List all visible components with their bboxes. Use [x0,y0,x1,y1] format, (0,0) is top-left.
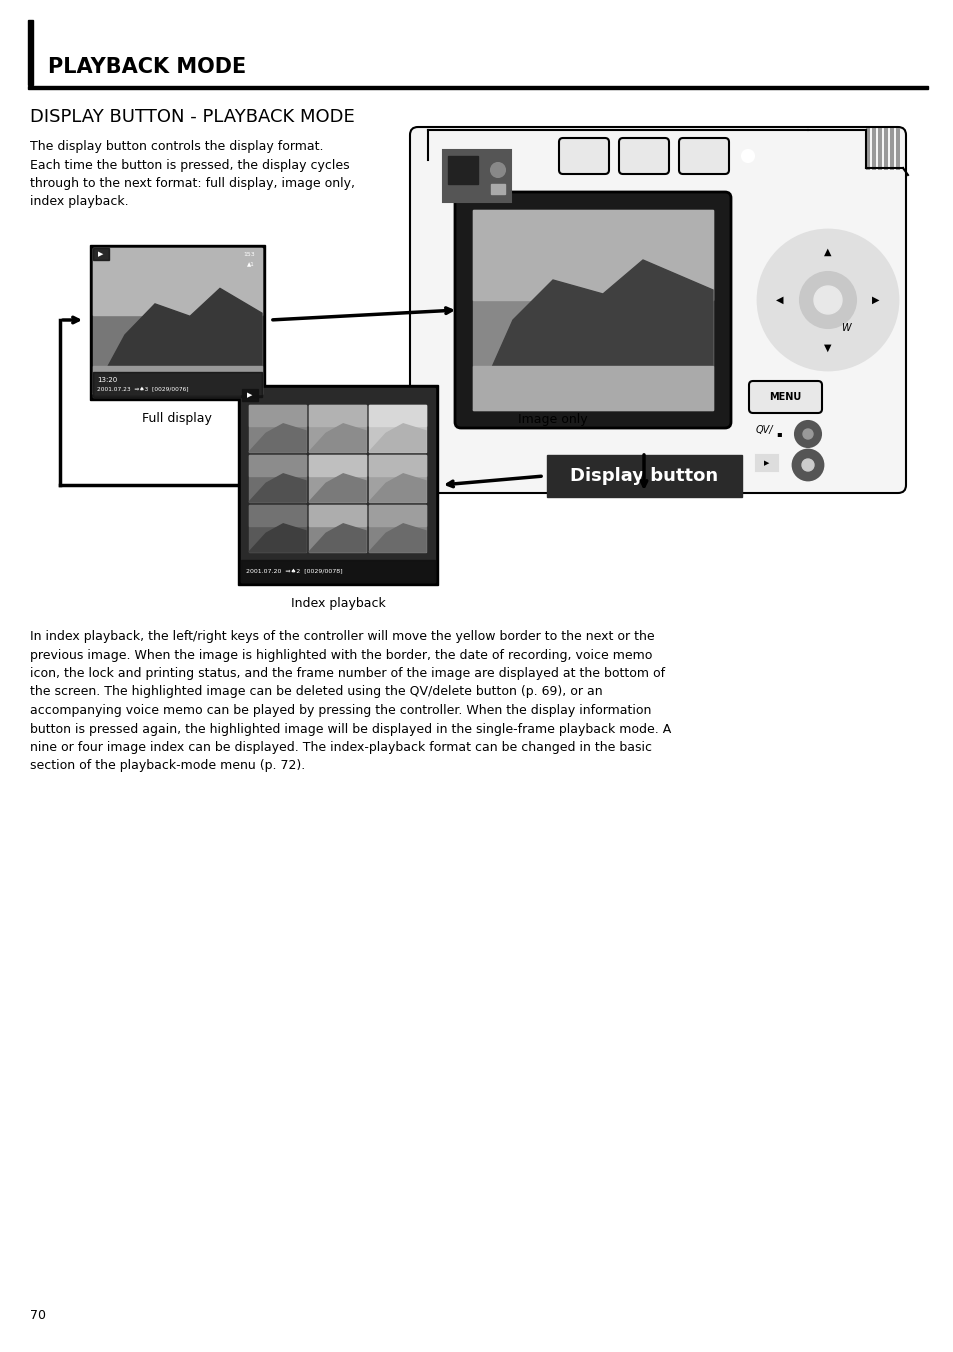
Bar [90,245,265,400]
Text: 2001.07.20  ⇒♠2  [0029/0078]: 2001.07.20 ⇒♠2 [0029/0078] [246,569,342,575]
FancyBboxPatch shape [748,381,821,412]
Text: QV/: QV/ [755,425,773,435]
Circle shape [491,164,504,177]
Text: The display button controls the display format.
Each time the button is pressed,: The display button controls the display … [30,141,355,208]
Bar [92,372,262,397]
Polygon shape [249,473,306,502]
Bar [755,456,778,470]
FancyBboxPatch shape [679,138,728,174]
Bar [242,389,257,402]
Circle shape [794,420,821,448]
Text: Full display: Full display [142,412,212,425]
Circle shape [813,287,841,314]
Bar [241,388,435,581]
Bar [448,155,477,184]
Bar [92,366,262,393]
Polygon shape [92,288,262,393]
Text: Display button: Display button [569,466,718,485]
Bar [249,406,306,426]
Bar [895,128,899,170]
Text: 2001.07.23  ⇒♠3  [0029/0076]: 2001.07.23 ⇒♠3 [0029/0076] [97,388,189,392]
FancyBboxPatch shape [558,138,608,174]
Text: Image only: Image only [517,412,587,426]
Text: ▶: ▶ [871,295,879,306]
Bar [28,20,33,85]
Bar [309,506,366,526]
Polygon shape [309,473,366,502]
Polygon shape [369,423,426,452]
Text: ▶: ▶ [247,392,253,397]
Bar [92,247,262,315]
Text: DISPLAY BUTTON - PLAYBACK MODE: DISPLAY BUTTON - PLAYBACK MODE [30,108,355,126]
Circle shape [741,150,753,162]
Bar [249,506,306,526]
Circle shape [800,272,855,329]
Bar [883,128,887,170]
Bar [442,150,511,201]
Text: 13:20: 13:20 [97,377,117,383]
Text: ▲1: ▲1 [247,261,254,266]
Bar [309,506,366,552]
Polygon shape [369,523,426,552]
Bar [889,128,893,170]
Polygon shape [309,423,366,452]
Bar [877,128,882,170]
Polygon shape [309,523,366,552]
Bar [871,128,875,170]
Text: MENU: MENU [768,392,801,402]
Bar [369,406,426,452]
Bar [369,506,426,526]
Text: 153: 153 [243,251,254,257]
Circle shape [758,230,897,370]
Bar [369,456,426,476]
Bar [92,247,109,260]
Bar [473,210,712,300]
Bar [249,456,306,476]
Bar [865,128,869,170]
FancyBboxPatch shape [455,192,730,429]
Bar [249,406,306,452]
Bar [428,130,837,160]
Bar [369,456,426,502]
Bar [92,247,262,397]
Text: ▶: ▶ [98,251,104,257]
Polygon shape [369,473,426,502]
Text: ▼: ▼ [823,343,831,353]
Bar [249,506,306,552]
Bar [369,506,426,552]
Circle shape [801,458,813,470]
Bar [369,406,426,426]
Polygon shape [249,423,306,452]
Text: In index playback, the left/right keys of the controller will move the yellow bo: In index playback, the left/right keys o… [30,630,671,772]
Text: ▲: ▲ [823,247,831,257]
Bar [309,456,366,476]
Polygon shape [473,260,712,410]
Bar [473,366,712,410]
Bar [241,560,435,581]
Bar [491,184,504,193]
Bar [249,456,306,502]
Text: ◀: ◀ [776,295,783,306]
Text: 70: 70 [30,1309,46,1322]
FancyBboxPatch shape [410,127,905,493]
Bar [309,406,366,452]
Text: ▪: ▪ [775,430,781,438]
Polygon shape [249,523,306,552]
Text: ▶: ▶ [763,460,769,466]
Bar [546,456,741,498]
Bar [309,406,366,426]
Bar [473,210,712,410]
Text: Index playback: Index playback [291,598,385,610]
Circle shape [802,429,812,439]
FancyBboxPatch shape [618,138,668,174]
Circle shape [792,450,822,480]
Text: W: W [841,323,850,333]
Bar [309,456,366,502]
Text: PLAYBACK MODE: PLAYBACK MODE [48,57,246,77]
Bar [237,385,437,585]
Bar [28,87,927,88]
